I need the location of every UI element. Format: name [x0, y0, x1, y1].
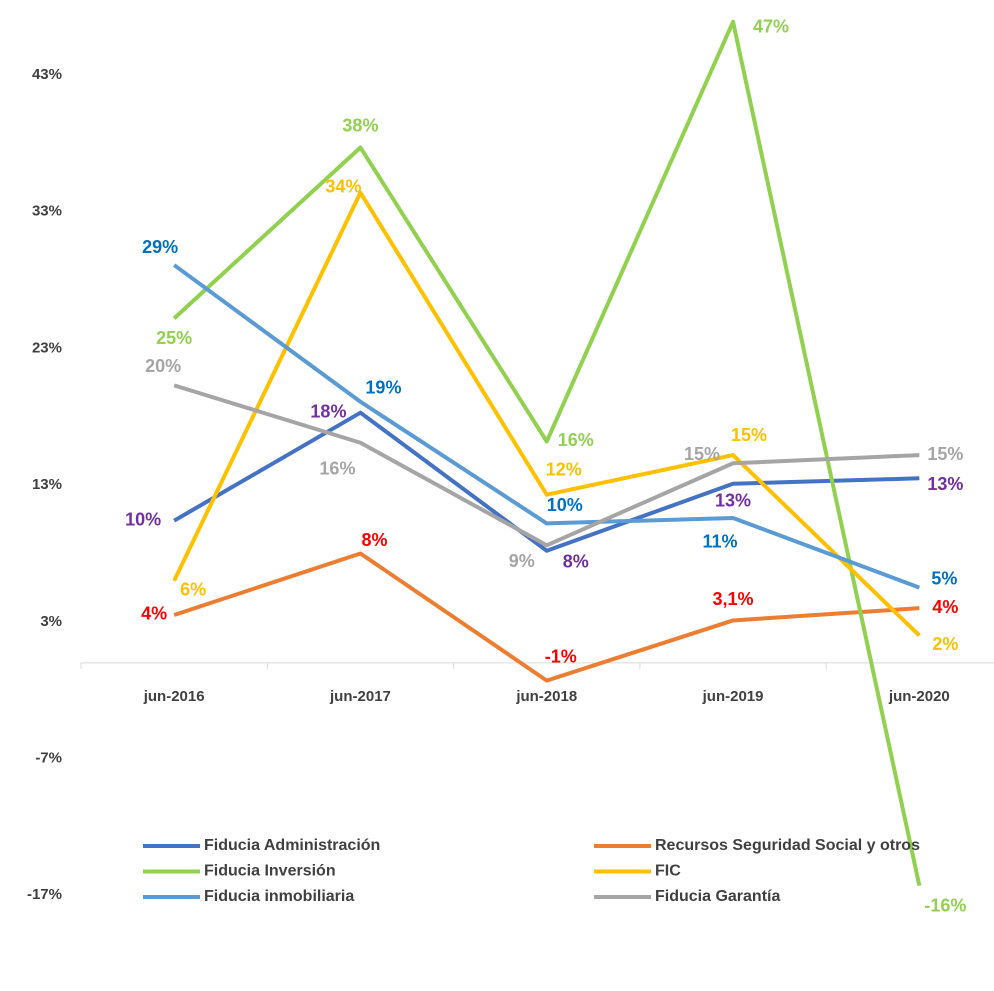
data-label: 9%: [509, 551, 535, 571]
data-label: 10%: [547, 495, 583, 515]
legend-label: Fiducia Inversión: [204, 863, 336, 880]
data-label: 6%: [180, 580, 206, 600]
series-line: [172, 19, 922, 887]
y-tick-label: -17%: [27, 886, 62, 903]
legend-label: Fiducia Garantía: [655, 888, 780, 905]
x-tick-label: jun-2017: [329, 688, 391, 705]
data-label: -16%: [924, 895, 966, 915]
data-label: 8%: [361, 530, 387, 550]
x-tick-label: jun-2016: [143, 688, 205, 705]
data-label: 3,1%: [713, 589, 754, 609]
data-label: 2%: [932, 634, 958, 654]
x-tick-label: jun-2019: [702, 688, 764, 705]
y-tick-label: 13%: [32, 476, 62, 493]
data-label: 15%: [684, 444, 720, 464]
data-label: 4%: [932, 597, 958, 617]
legend-label: Recursos Seguridad Social y otros: [655, 837, 920, 854]
data-label: 16%: [558, 430, 594, 450]
y-tick-label: 43%: [32, 66, 62, 83]
data-label: 11%: [703, 532, 738, 552]
series-line: [173, 410, 920, 553]
data-label: -1%: [545, 646, 577, 666]
x-tick-label: jun-2018: [515, 688, 577, 705]
data-label: 38%: [342, 115, 378, 135]
data-label: 10%: [125, 509, 161, 529]
data-label: 13%: [927, 474, 963, 494]
data-label: 12%: [546, 459, 582, 479]
series-line: [172, 190, 921, 637]
legend-label: Fiducia inmobiliaria: [204, 888, 354, 905]
data-label: 29%: [142, 237, 178, 257]
y-tick-label: 23%: [32, 339, 62, 356]
data-label: 18%: [310, 401, 346, 421]
series-line: [173, 383, 920, 548]
data-label: 15%: [927, 444, 963, 464]
data-label: 19%: [365, 378, 401, 398]
data-label: 25%: [156, 328, 192, 348]
y-tick-label: -7%: [35, 749, 62, 766]
y-tick-label: 33%: [32, 203, 62, 220]
series-line: [172, 263, 921, 590]
data-label: 4%: [141, 604, 167, 624]
data-label: 34%: [325, 176, 361, 196]
series-line: [173, 551, 920, 683]
data-label: 15%: [731, 425, 767, 445]
data-label: 13%: [715, 491, 751, 511]
y-tick-label: 3%: [40, 613, 62, 630]
legend-label: FIC: [655, 863, 681, 880]
data-label: 47%: [753, 17, 789, 37]
data-label: 16%: [319, 459, 355, 479]
legend-label: Fiducia Administración: [204, 837, 380, 854]
data-label: 5%: [931, 568, 957, 588]
x-tick-label: jun-2020: [888, 688, 950, 705]
data-label: 20%: [145, 356, 181, 376]
data-label: 8%: [563, 551, 589, 571]
